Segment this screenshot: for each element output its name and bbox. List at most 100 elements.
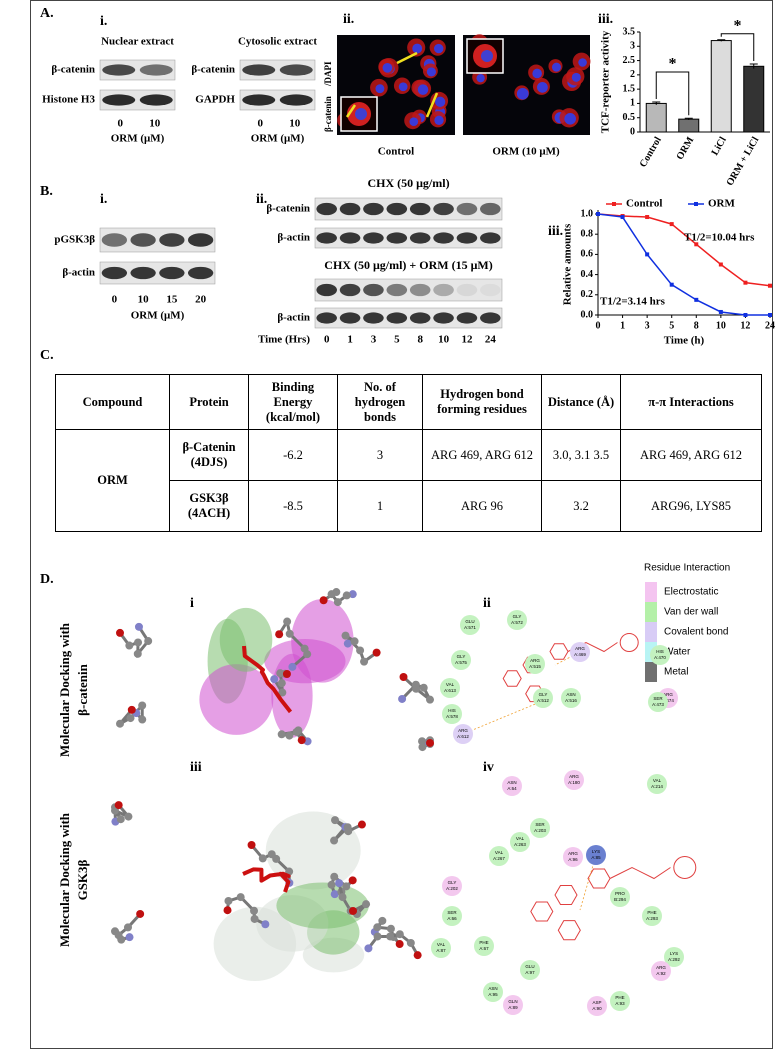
- point: [743, 313, 748, 317]
- point: [620, 215, 625, 220]
- cell-nucleus: [382, 62, 393, 73]
- atom: [395, 930, 404, 939]
- surface: [199, 664, 274, 735]
- residue-name: SER: [653, 696, 663, 701]
- surface: [276, 882, 369, 929]
- atom: [378, 916, 387, 925]
- label: 10: [149, 118, 161, 130]
- blot-band: [316, 283, 337, 297]
- cell-nucleus: [412, 43, 423, 54]
- legend-swatch: [645, 622, 657, 642]
- bar: [678, 118, 700, 133]
- ligand-ring: [587, 868, 611, 889]
- residue: [564, 770, 584, 790]
- atom: [125, 641, 134, 650]
- label: iii.: [598, 12, 613, 27]
- x-tick-label: 1: [620, 320, 625, 331]
- cell: ARG 96: [422, 480, 542, 532]
- atom: [300, 644, 309, 653]
- residue: [451, 650, 471, 670]
- residue-name: ARG: [575, 646, 585, 651]
- atom: [398, 694, 407, 703]
- atom: [356, 646, 365, 655]
- atom: [126, 714, 135, 723]
- header-cell: Distance (Å): [541, 374, 621, 430]
- blot-band: [279, 64, 313, 76]
- y-tick-label: 1.5: [623, 83, 636, 94]
- residue: [431, 938, 451, 958]
- cell: β-Catenin (4DJS): [169, 429, 249, 481]
- blot-band: [409, 202, 431, 216]
- blot-background: [314, 278, 503, 302]
- cell-nucleus: [398, 82, 408, 92]
- atom: [277, 679, 286, 688]
- label: 20: [195, 294, 207, 306]
- atom: [319, 596, 328, 605]
- atom: [350, 637, 359, 646]
- atom: [406, 938, 415, 947]
- blot-band: [456, 202, 478, 216]
- residue-id: A:64: [507, 786, 517, 791]
- atom: [285, 731, 294, 740]
- atom: [330, 890, 339, 899]
- blot-band: [480, 312, 501, 324]
- residue-id: A:89: [508, 1005, 518, 1010]
- residue-name: ASP: [592, 1000, 601, 1005]
- legend-title: Residue Interaction: [644, 563, 730, 574]
- cell-nucleus: [564, 112, 577, 125]
- error-bar: [749, 63, 758, 69]
- significance-star: *: [734, 17, 742, 34]
- residue: [587, 996, 607, 1016]
- cell: 1: [337, 480, 423, 532]
- residue-id: B:294: [614, 897, 626, 902]
- label: β-actin: [62, 267, 95, 279]
- annotation: T1/2=10.04 hrs: [684, 232, 755, 244]
- atom: [343, 639, 352, 648]
- cell-nucleus: [426, 67, 436, 77]
- label: GAPDH: [195, 94, 235, 106]
- ligand-ring: [530, 901, 554, 922]
- label: 10: [289, 118, 301, 130]
- sub-label: i: [190, 596, 194, 611]
- legend-swatch: [645, 582, 657, 602]
- blot-band: [101, 266, 128, 280]
- label: ii.: [256, 192, 267, 207]
- residue-id: A:202: [446, 886, 458, 891]
- header-cell: Binding Energy (kcal/mol): [248, 374, 338, 430]
- atom: [362, 900, 371, 909]
- cell-nucleus: [417, 84, 429, 95]
- atom: [412, 684, 421, 693]
- y-tick-label: 0.4: [581, 269, 594, 280]
- residue-name: ARG: [568, 851, 578, 856]
- legend-label: Covalent bond: [664, 627, 729, 638]
- residue-name: ASN: [566, 692, 575, 697]
- residue-id: A:97: [525, 970, 535, 975]
- residue-name: ASN: [488, 986, 497, 991]
- residue: [502, 776, 522, 796]
- results-table: Compound Protein Binding Energy (kcal/mo…: [55, 374, 762, 532]
- legend-label: Electrostatic: [664, 587, 718, 598]
- label: β-actin: [277, 312, 310, 324]
- blot-band: [159, 233, 185, 247]
- ligand: [242, 645, 293, 714]
- blot-band: [480, 232, 501, 244]
- y-tick-label: 0.2: [581, 289, 594, 300]
- label: B.: [40, 184, 53, 199]
- cell-nucleus: [516, 87, 529, 100]
- residue: [503, 995, 523, 1015]
- y-tick-label: 0: [630, 126, 635, 137]
- residue: [442, 704, 462, 724]
- atom: [224, 896, 233, 905]
- residue-name: VAL: [437, 942, 446, 947]
- atom: [114, 801, 123, 810]
- x-axis-title: Time (h): [664, 335, 705, 347]
- error-bar: [684, 117, 693, 120]
- atom: [386, 932, 395, 941]
- residue-id: A:292: [668, 957, 680, 962]
- surface: [291, 598, 354, 683]
- residue-id: A:612: [457, 734, 469, 739]
- residue-id: A:267: [493, 856, 505, 861]
- error-bar: [652, 101, 661, 105]
- label: 5: [394, 334, 400, 346]
- atom: [250, 906, 259, 915]
